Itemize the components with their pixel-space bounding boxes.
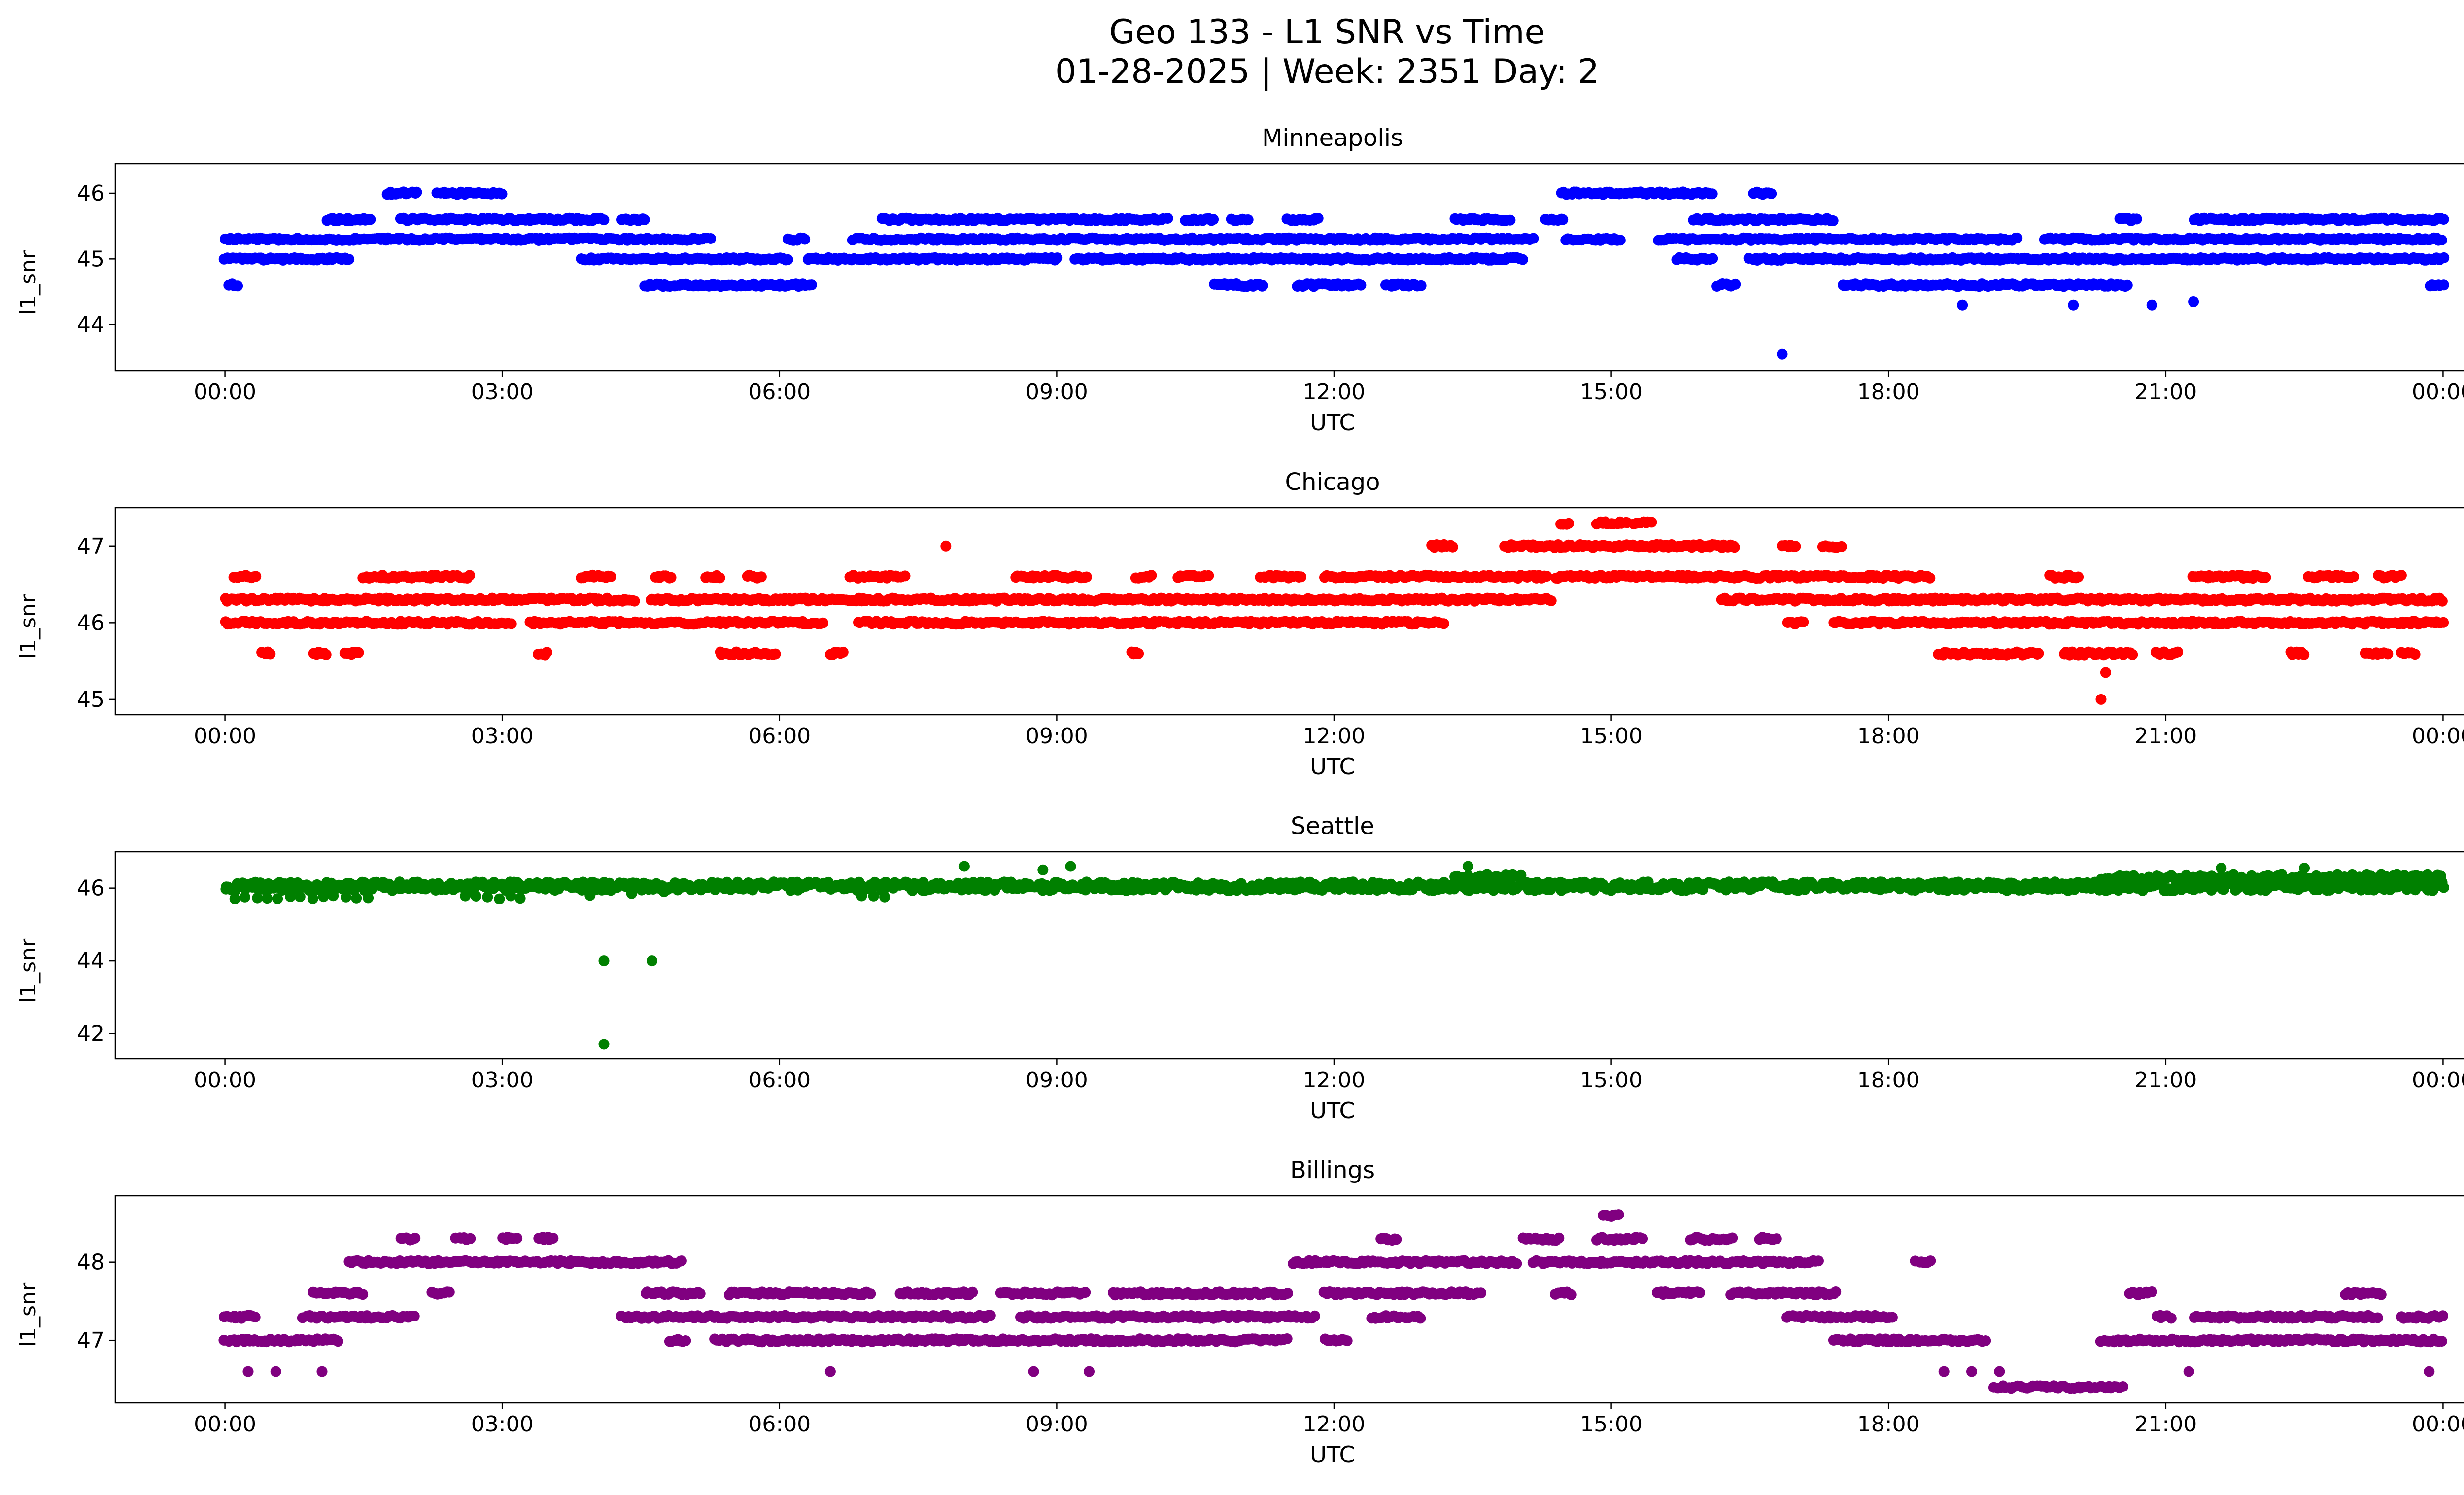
svg-text:12:00: 12:00 — [1303, 724, 1366, 749]
svg-text:06:00: 06:00 — [748, 724, 811, 749]
svg-text:00:00: 00:00 — [2412, 380, 2464, 405]
x-axis-label: UTC — [1310, 409, 1355, 436]
chart-title: Billings — [1290, 1156, 1375, 1184]
svg-text:21:00: 21:00 — [2134, 380, 2197, 405]
chart-title: Chicago — [1285, 468, 1380, 496]
x-axis-label: UTC — [1310, 753, 1355, 780]
plot-area-billings: 00:00 03:00 06:00 09:00 12:00 15:00 18:00 21:00… — [77, 1195, 2464, 1437]
y-axis-label: l1_snr — [16, 938, 41, 1004]
y-axis-label: l1_snr — [16, 250, 41, 315]
svg-text:09:00: 09:00 — [1026, 380, 1088, 405]
x-axis-label: UTC — [1310, 1097, 1355, 1124]
svg-text:45: 45 — [77, 247, 104, 272]
svg-text:15:00: 15:00 — [1580, 724, 1643, 749]
svg-text:46: 46 — [77, 611, 104, 636]
svg-text:12:00: 12:00 — [1303, 380, 1366, 405]
svg-text:06:00: 06:00 — [748, 380, 811, 405]
subplot-seattle: Seattle l1_snr 00:00 03:00 06:00 09:00 12:00… — [9, 812, 2464, 1124]
subplot-chicago: Chicago l1_snr 00:00 03:00 06:00 09:00 12:00… — [9, 468, 2464, 780]
chart-title: Seattle — [1291, 812, 1374, 840]
svg-text:44: 44 — [77, 313, 104, 338]
subplot-minneapolis: Minneapolis l1_snr 00:00 03:00 06:00 09:00 1… — [9, 124, 2464, 436]
y-axis-label: l1_snr — [16, 1282, 41, 1348]
figure-title-line1: Geo 133 - L1 SNR vs Time — [1109, 13, 1545, 52]
chart-title: Minneapolis — [1262, 124, 1403, 152]
svg-text:00:00: 00:00 — [194, 380, 256, 405]
svg-text:47: 47 — [77, 534, 104, 559]
plot-area-minneapolis: 00:00 03:00 06:00 09:00 12:00 15:00 18:00 21:00… — [77, 163, 2464, 405]
svg-text:03:00: 03:00 — [471, 380, 534, 405]
x-axis-label: UTC — [1310, 1441, 1355, 1468]
svg-text:00:00: 00:00 — [194, 724, 256, 749]
plot-area-seattle: 00:00 03:00 06:00 09:00 12:00 15:00 18:00 21:00… — [77, 851, 2464, 1093]
figure-title-line2: 01-28-2025 | Week: 2351 Day: 2 — [1055, 52, 1599, 92]
svg-text:00:00: 00:00 — [2412, 724, 2464, 749]
svg-text:09:00: 09:00 — [1026, 724, 1088, 749]
svg-text:03:00: 03:00 — [471, 724, 534, 749]
subplot-billings: Billings l1_snr 00:00 03:00 06:00 09:00 12:0… — [9, 1156, 2464, 1468]
svg-text:45: 45 — [77, 687, 104, 712]
svg-text:15:00: 15:00 — [1580, 380, 1643, 405]
svg-text:18:00: 18:00 — [1857, 724, 1920, 749]
svg-text:18:00: 18:00 — [1857, 380, 1920, 405]
svg-text:21:00: 21:00 — [2134, 724, 2197, 749]
y-axis-label: l1_snr — [16, 594, 41, 660]
svg-text:46: 46 — [77, 181, 104, 206]
plot-area-chicago: 00:00 03:00 06:00 09:00 12:00 15:00 18:00 21:00… — [77, 507, 2464, 749]
